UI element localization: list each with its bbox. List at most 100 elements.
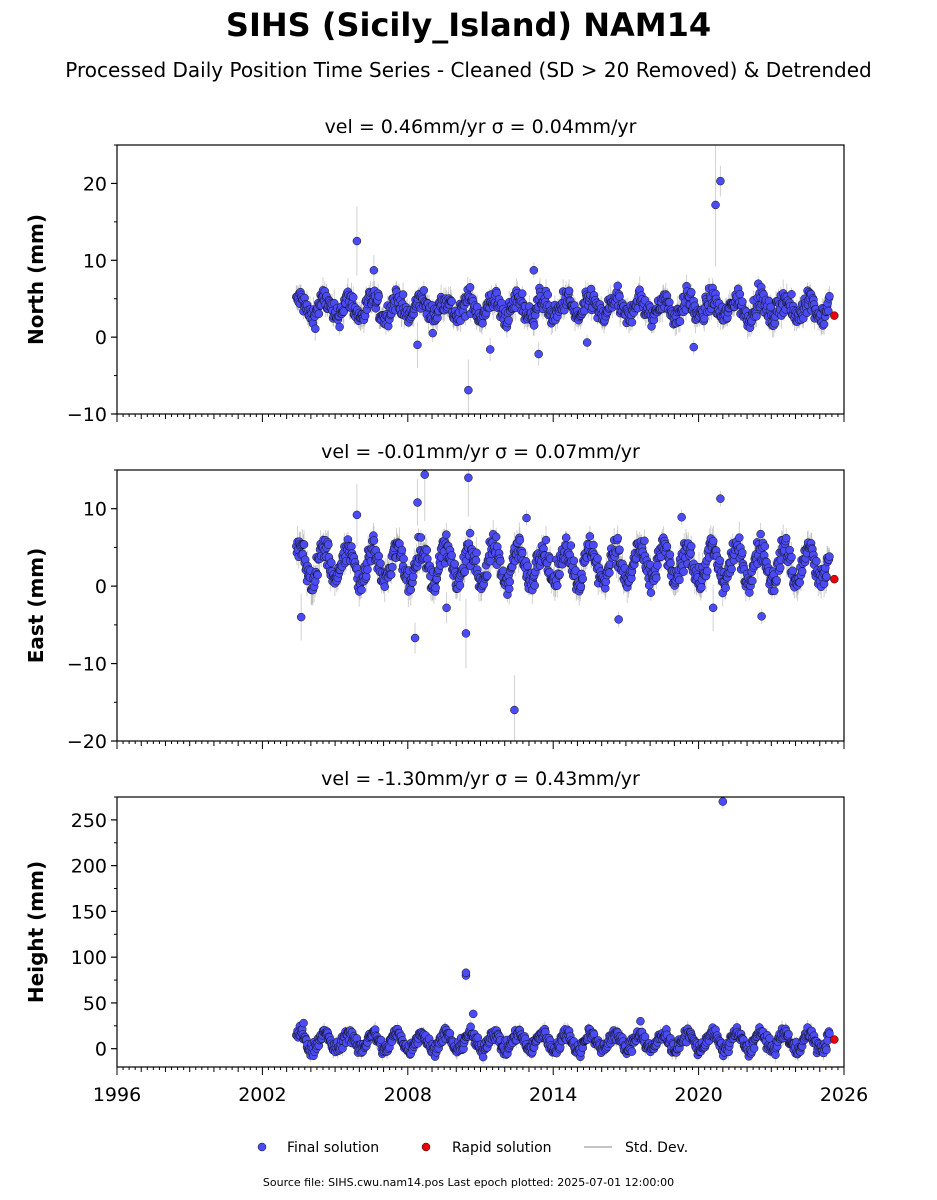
data-point bbox=[510, 705, 519, 715]
y-axis-label: Height (mm) bbox=[24, 861, 48, 1003]
final-points bbox=[292, 470, 834, 715]
plot-frame bbox=[116, 469, 845, 742]
data-point bbox=[675, 575, 684, 585]
data-point bbox=[727, 564, 736, 574]
data-point bbox=[752, 311, 761, 321]
data-point bbox=[553, 581, 562, 590]
data-point bbox=[646, 588, 656, 597]
data-point bbox=[335, 322, 344, 332]
data-point bbox=[716, 176, 725, 186]
data-point bbox=[585, 532, 595, 541]
data-point bbox=[788, 566, 797, 576]
time-series-figure: vel = 0.46mm/yr σ = 0.04mm/yr North (mm) −… bbox=[24, 116, 868, 1156]
y-tick-label: 0 bbox=[95, 327, 107, 349]
data-point bbox=[687, 541, 696, 551]
data-point bbox=[504, 584, 514, 594]
final-points bbox=[292, 176, 834, 395]
data-point bbox=[464, 385, 473, 395]
data-point bbox=[697, 582, 706, 592]
data-point bbox=[464, 473, 473, 482]
data-point bbox=[787, 290, 796, 299]
data-point bbox=[795, 578, 805, 587]
panel-title: vel = -1.30mm/yr σ = 0.43mm/yr bbox=[321, 768, 640, 790]
data-point bbox=[665, 298, 674, 307]
data-point bbox=[615, 545, 624, 554]
data-point bbox=[677, 512, 686, 522]
data-point bbox=[578, 574, 588, 583]
data-point bbox=[564, 286, 574, 296]
data-point bbox=[352, 236, 362, 246]
data-point bbox=[471, 556, 481, 565]
data-point bbox=[689, 342, 699, 352]
data-point bbox=[614, 615, 623, 624]
data-point bbox=[589, 540, 598, 550]
data-point bbox=[711, 200, 720, 210]
data-point bbox=[311, 324, 320, 334]
data-area bbox=[292, 470, 839, 741]
data-point bbox=[541, 535, 551, 545]
data-point bbox=[327, 558, 336, 567]
data-point bbox=[431, 583, 440, 593]
y-axis-label: North (mm) bbox=[24, 214, 48, 345]
panel-title: vel = -0.01mm/yr σ = 0.07mm/yr bbox=[321, 441, 640, 463]
data-point bbox=[785, 545, 794, 555]
data-point bbox=[472, 548, 481, 558]
data-point bbox=[787, 552, 796, 562]
data-point bbox=[483, 571, 492, 580]
data-point bbox=[797, 567, 807, 576]
y-tick-label: 10 bbox=[83, 499, 107, 521]
data-point bbox=[465, 283, 475, 292]
data-point bbox=[529, 266, 539, 275]
data-point bbox=[419, 286, 429, 295]
data-point bbox=[613, 281, 622, 291]
plot-frame bbox=[116, 144, 845, 415]
y-tick-label: 20 bbox=[83, 173, 107, 195]
data-point bbox=[504, 316, 513, 325]
data-point bbox=[406, 585, 416, 595]
data-point bbox=[313, 570, 322, 580]
data-point bbox=[447, 297, 456, 306]
data-point bbox=[615, 292, 624, 301]
data-point bbox=[369, 266, 379, 275]
data-point bbox=[640, 536, 649, 546]
data-point bbox=[593, 554, 602, 563]
data-point bbox=[781, 533, 791, 543]
rapid-point bbox=[830, 574, 839, 584]
data-point bbox=[825, 291, 834, 301]
data-point bbox=[491, 532, 501, 542]
data-point bbox=[569, 556, 579, 565]
data-point bbox=[518, 289, 527, 298]
data-point bbox=[716, 494, 725, 503]
data-point bbox=[738, 297, 747, 306]
data-point bbox=[770, 586, 779, 596]
data-point bbox=[363, 565, 372, 574]
data-point bbox=[408, 572, 418, 581]
data-point bbox=[428, 328, 437, 338]
data-point bbox=[324, 540, 333, 549]
data-point bbox=[687, 287, 696, 297]
data-point bbox=[715, 556, 724, 565]
data-point bbox=[652, 573, 661, 583]
data-point bbox=[748, 576, 757, 586]
data-point bbox=[349, 292, 358, 302]
panel-title: vel = 0.46mm/yr σ = 0.04mm/yr bbox=[325, 116, 637, 138]
data-point bbox=[314, 309, 324, 319]
panel-1: vel = 0.46mm/yr σ = 0.04mm/yr North (mm) −… bbox=[24, 116, 845, 426]
data-point bbox=[819, 319, 829, 329]
data-point bbox=[455, 581, 465, 590]
data-point bbox=[756, 529, 765, 539]
data-point bbox=[662, 542, 672, 551]
data-point bbox=[485, 345, 495, 354]
data-point bbox=[708, 536, 718, 546]
data-point bbox=[496, 556, 505, 566]
data-point bbox=[772, 576, 781, 585]
data-point bbox=[812, 556, 821, 566]
data-point bbox=[760, 542, 770, 551]
data-point bbox=[410, 633, 420, 643]
y-tick-label: −20 bbox=[67, 731, 107, 753]
data-area bbox=[292, 797, 839, 1065]
data-point bbox=[388, 562, 397, 572]
data-point bbox=[825, 552, 834, 561]
data-point bbox=[735, 289, 745, 299]
